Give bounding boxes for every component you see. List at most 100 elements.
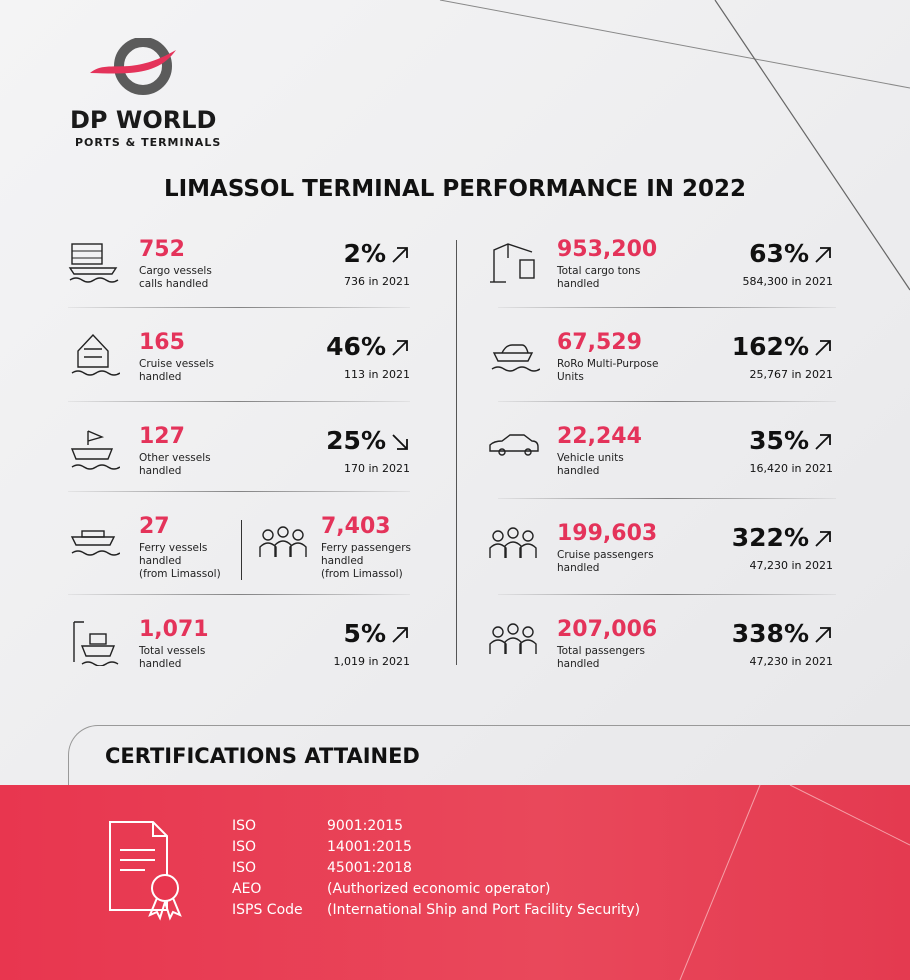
cert-icon bbox=[109, 821, 182, 921]
stat-value: 27 bbox=[139, 514, 170, 539]
stat-value: 207,006 bbox=[557, 617, 658, 642]
icon bbox=[71, 333, 120, 376]
cert-title: CERTIFICATIONS ATTAINED bbox=[105, 744, 420, 768]
trend-arrow bbox=[392, 627, 408, 643]
row-divider bbox=[498, 307, 836, 308]
stat-previous: 113 in 2021 bbox=[344, 368, 410, 381]
stat-previous: 16,420 in 2021 bbox=[749, 462, 833, 475]
stat-previous: 736 in 2021 bbox=[344, 275, 410, 288]
row-divider bbox=[68, 491, 410, 492]
stat-value: 7,403 bbox=[321, 514, 391, 539]
pair-divider bbox=[241, 520, 242, 580]
icon bbox=[70, 430, 120, 470]
stat-change: 338% bbox=[731, 619, 809, 648]
stat-value: 752 bbox=[139, 237, 185, 262]
stat-previous: 584,300 in 2021 bbox=[742, 275, 833, 288]
stat-label: Other vessels handled bbox=[139, 452, 211, 477]
trend-arrow bbox=[815, 247, 831, 263]
icon bbox=[491, 344, 540, 372]
row-divider bbox=[498, 594, 836, 595]
stat-previous: 47,230 in 2021 bbox=[749, 655, 833, 668]
stat-label: Ferry passengers handled (from Limassol) bbox=[321, 542, 411, 580]
stat-value: 22,244 bbox=[557, 424, 642, 449]
stat-value: 199,603 bbox=[557, 521, 658, 546]
previous-note: in 2021 bbox=[791, 368, 833, 381]
cert-standard: ISO bbox=[232, 860, 257, 876]
trend-arrow bbox=[815, 434, 831, 450]
previous-value: 584,300 bbox=[742, 275, 788, 288]
cert-code: (International Ship and Port Facility Se… bbox=[327, 902, 641, 918]
trend-arrow bbox=[815, 340, 831, 356]
stat-change: 25% bbox=[326, 426, 386, 455]
stat-previous: 25,767 in 2021 bbox=[749, 368, 833, 381]
stat-previous: 170 in 2021 bbox=[344, 462, 410, 475]
stat-label: Vehicle units handled bbox=[557, 452, 624, 477]
row-divider bbox=[498, 498, 836, 499]
icon bbox=[490, 243, 535, 283]
cert-standard: ISO bbox=[232, 839, 257, 855]
stat-previous: 47,230 in 2021 bbox=[749, 559, 833, 572]
stat-value: 165 bbox=[139, 330, 185, 355]
icon bbox=[68, 243, 119, 283]
cert-standard: ISPS Code bbox=[232, 902, 303, 918]
icon bbox=[489, 623, 537, 654]
stat-value: 1,071 bbox=[139, 617, 209, 642]
title: LIMASSOL TERMINAL PERFORMANCE IN 2022 bbox=[163, 176, 747, 202]
row-divider bbox=[68, 307, 410, 308]
previous-value: 113 bbox=[343, 368, 365, 381]
previous-note: in 2021 bbox=[368, 462, 410, 475]
row-divider bbox=[68, 401, 410, 402]
previous-value: 47,230 bbox=[749, 655, 788, 668]
icon bbox=[259, 526, 307, 557]
trend-arrow bbox=[392, 340, 408, 356]
previous-value: 170 bbox=[343, 462, 365, 475]
stat-previous: 1,019 in 2021 bbox=[333, 655, 410, 668]
cert-code: 14001:2015 bbox=[327, 839, 412, 855]
stat-change: 63% bbox=[749, 239, 809, 268]
previous-note: in 2021 bbox=[791, 655, 833, 668]
icon bbox=[73, 621, 119, 666]
cert-frame bbox=[68, 725, 910, 806]
stat-label: Total passengers handled bbox=[557, 645, 645, 670]
logo-mark bbox=[90, 38, 176, 95]
previous-note: in 2021 bbox=[791, 559, 833, 572]
stat-label: Cruise passengers handled bbox=[557, 549, 654, 574]
trend-arrow bbox=[392, 247, 408, 263]
logo-name: DP WORLD bbox=[70, 106, 217, 134]
cert-code: 45001:2018 bbox=[327, 860, 412, 876]
icon bbox=[70, 530, 120, 556]
stat-label: Total vessels handled bbox=[139, 645, 206, 670]
stat-change: 322% bbox=[731, 523, 809, 552]
stat-value: 127 bbox=[139, 424, 185, 449]
previous-value: 47,230 bbox=[749, 559, 788, 572]
band-decoration bbox=[679, 785, 910, 980]
previous-note: in 2021 bbox=[368, 275, 410, 288]
trend-arrow bbox=[392, 434, 408, 450]
stat-label: Ferry vessels handled (from Limassol) bbox=[139, 542, 221, 580]
stat-change: 5% bbox=[343, 619, 386, 648]
previous-note: in 2021 bbox=[368, 368, 410, 381]
icon bbox=[489, 527, 537, 558]
stat-change: 2% bbox=[343, 239, 386, 268]
stat-label: Cargo vessels calls handled bbox=[139, 265, 212, 290]
cert-standard: AEO bbox=[232, 881, 262, 897]
previous-note: in 2021 bbox=[791, 275, 833, 288]
cert-code: (Authorized economic operator) bbox=[327, 881, 551, 897]
column-divider bbox=[456, 240, 457, 665]
previous-note: in 2021 bbox=[368, 655, 410, 668]
previous-note: in 2021 bbox=[791, 462, 833, 475]
previous-value: 25,767 bbox=[749, 368, 788, 381]
icon bbox=[489, 434, 539, 456]
stat-change: 162% bbox=[731, 332, 809, 361]
cert-code: 9001:2015 bbox=[327, 818, 403, 834]
stat-change: 46% bbox=[326, 332, 386, 361]
trend-arrow bbox=[815, 531, 831, 547]
cert-band bbox=[0, 785, 910, 980]
cert-standard: ISO bbox=[232, 818, 257, 834]
previous-value: 1,019 bbox=[333, 655, 365, 668]
previous-value: 736 bbox=[343, 275, 365, 288]
logo-tagline: PORTS & TERMINALS bbox=[75, 136, 222, 149]
stat-value: 67,529 bbox=[557, 330, 642, 355]
